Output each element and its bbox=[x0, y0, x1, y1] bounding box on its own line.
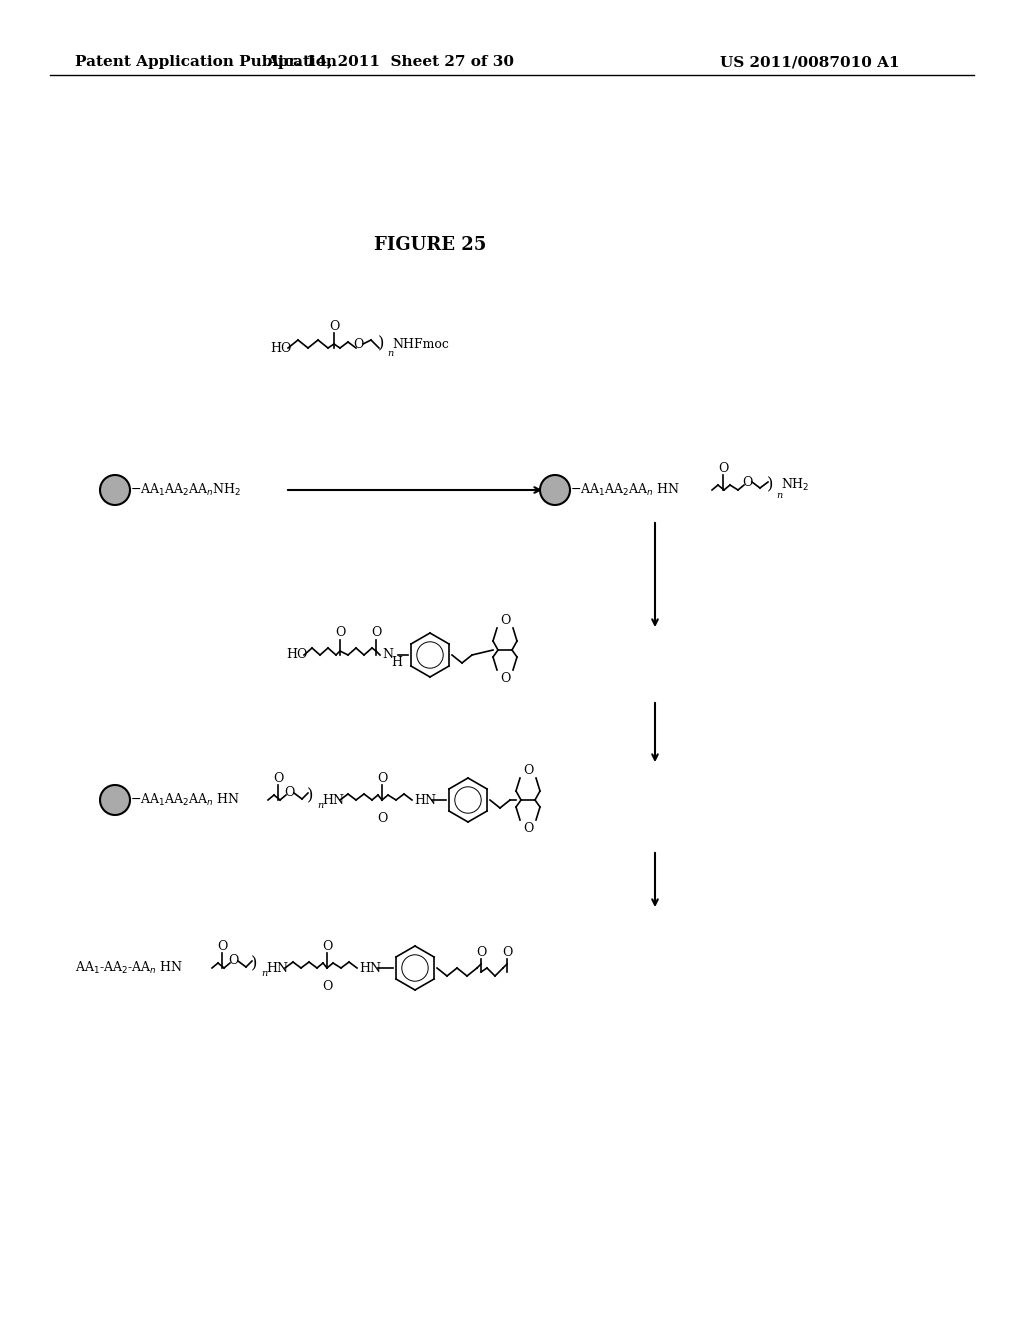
Text: O: O bbox=[227, 954, 239, 968]
Text: $-$AA$_1$AA$_2$AA$_n$NH$_2$: $-$AA$_1$AA$_2$AA$_n$NH$_2$ bbox=[130, 482, 242, 498]
Text: O: O bbox=[502, 945, 512, 958]
Text: HN: HN bbox=[266, 961, 288, 974]
Text: O: O bbox=[371, 627, 381, 639]
Text: Apr. 14, 2011  Sheet 27 of 30: Apr. 14, 2011 Sheet 27 of 30 bbox=[266, 55, 514, 69]
Text: Patent Application Publication: Patent Application Publication bbox=[75, 55, 337, 69]
Text: O: O bbox=[500, 672, 510, 685]
Text: O: O bbox=[272, 771, 284, 784]
Text: O: O bbox=[322, 979, 332, 993]
Circle shape bbox=[100, 475, 130, 506]
Text: US 2011/0087010 A1: US 2011/0087010 A1 bbox=[720, 55, 900, 69]
Text: O: O bbox=[718, 462, 728, 474]
Text: FIGURE 25: FIGURE 25 bbox=[374, 236, 486, 253]
Text: O: O bbox=[329, 319, 339, 333]
Text: AA$_1$-AA$_2$-AA$_n$ HN: AA$_1$-AA$_2$-AA$_n$ HN bbox=[75, 960, 183, 975]
Text: O: O bbox=[741, 475, 753, 488]
Text: HO: HO bbox=[270, 342, 292, 355]
Text: HN: HN bbox=[359, 961, 381, 974]
Circle shape bbox=[100, 785, 130, 814]
Text: O: O bbox=[377, 812, 387, 825]
Text: $-$AA$_1$AA$_2$AA$_n$ HN: $-$AA$_1$AA$_2$AA$_n$ HN bbox=[570, 482, 680, 498]
Text: H: H bbox=[391, 656, 402, 669]
Text: O: O bbox=[377, 771, 387, 784]
Text: O: O bbox=[523, 821, 534, 834]
Text: n: n bbox=[317, 801, 324, 810]
Text: HN: HN bbox=[322, 793, 344, 807]
Text: n: n bbox=[387, 350, 393, 359]
Text: HN: HN bbox=[414, 793, 436, 807]
Text: O: O bbox=[284, 787, 294, 800]
Text: NH$_2$: NH$_2$ bbox=[781, 477, 810, 494]
Text: O: O bbox=[322, 940, 332, 953]
Text: ): ) bbox=[378, 335, 384, 352]
Text: O: O bbox=[335, 627, 345, 639]
Text: HO: HO bbox=[286, 648, 307, 661]
Text: O: O bbox=[217, 940, 227, 953]
Text: O: O bbox=[523, 763, 534, 776]
Text: NHFmoc: NHFmoc bbox=[392, 338, 449, 351]
Text: O: O bbox=[353, 338, 364, 351]
Circle shape bbox=[540, 475, 570, 506]
Text: $-$AA$_1$AA$_2$AA$_n$ HN: $-$AA$_1$AA$_2$AA$_n$ HN bbox=[130, 792, 240, 808]
Text: N: N bbox=[382, 648, 393, 661]
Text: ): ) bbox=[251, 956, 257, 973]
Text: O: O bbox=[476, 945, 486, 958]
Text: ): ) bbox=[767, 477, 773, 494]
Text: n: n bbox=[776, 491, 782, 499]
Text: O: O bbox=[500, 614, 510, 627]
Text: n: n bbox=[261, 969, 267, 978]
Text: ): ) bbox=[307, 788, 313, 804]
